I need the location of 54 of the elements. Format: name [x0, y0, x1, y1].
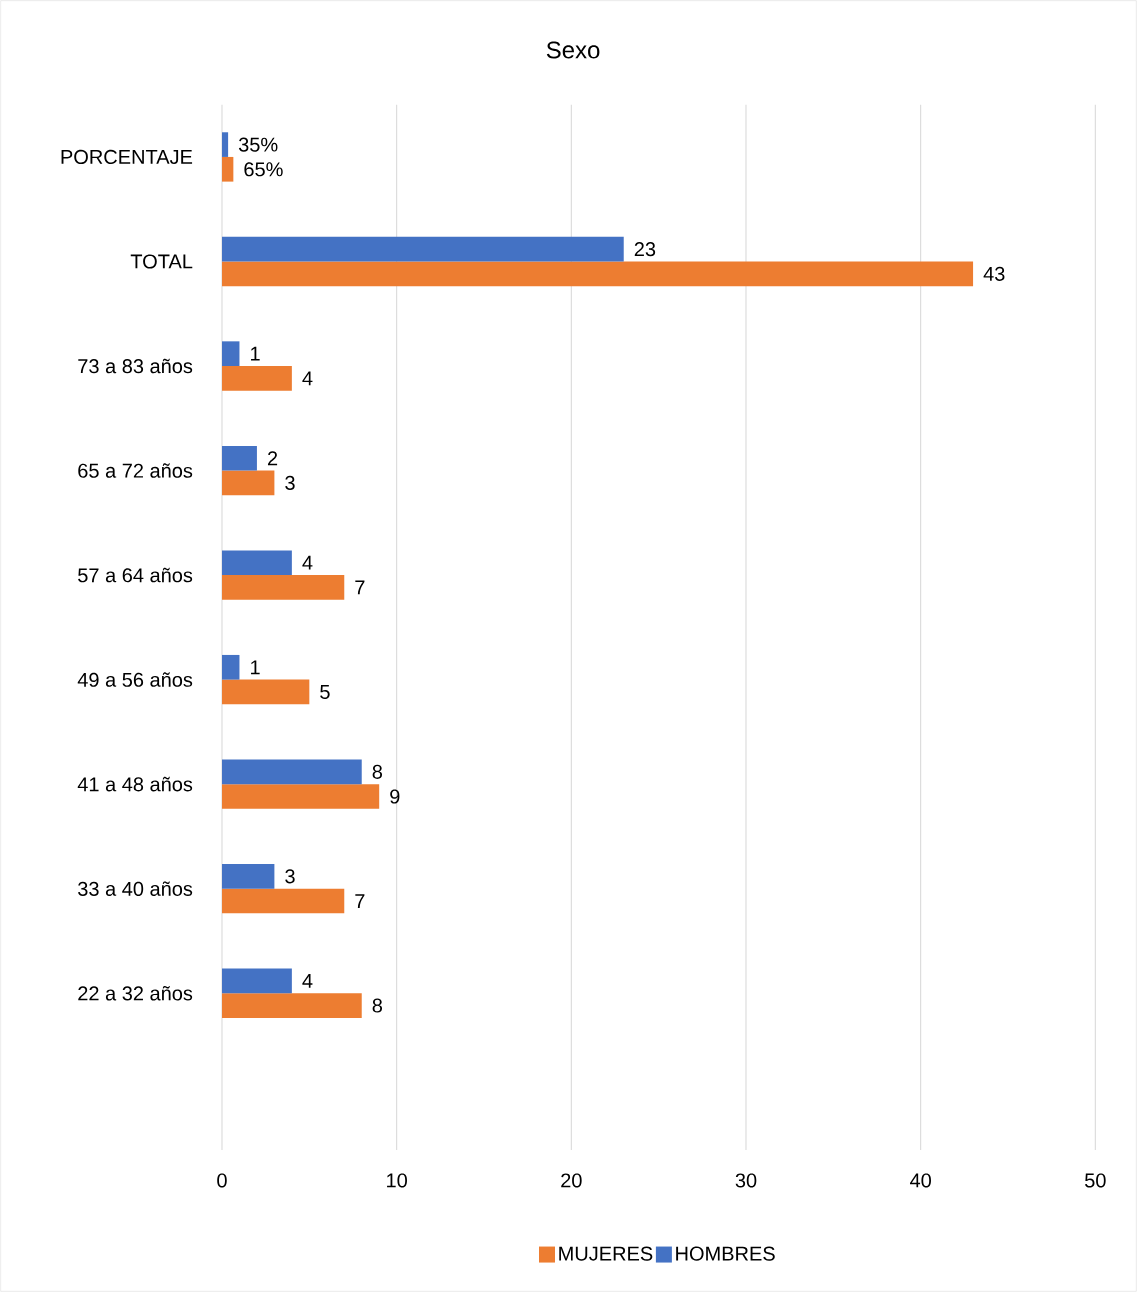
bar — [222, 993, 362, 1018]
x-tick-label: 10 — [387, 1173, 407, 1188]
bar — [222, 550, 292, 576]
bar — [222, 366, 292, 391]
bar — [222, 470, 275, 496]
x-tick-label: 40 — [910, 1173, 931, 1188]
data-label: 3 — [285, 475, 295, 490]
data-label: 2 — [267, 451, 278, 466]
data-label: 43 — [983, 266, 1005, 281]
data-label: 7 — [355, 580, 365, 595]
bar — [222, 968, 292, 994]
y-tick-label: 22 a 32 años — [78, 985, 193, 1001]
y-tick-label: TOTAL — [130, 254, 193, 269]
data-label: 4 — [302, 371, 313, 386]
data-label: 4 — [302, 974, 313, 988]
legend-label: HOMBRES — [676, 1246, 775, 1261]
y-tick-label: 41 a 48 años — [77, 776, 193, 792]
x-tick-label: 0 — [217, 1173, 227, 1188]
data-label: 3 — [285, 869, 295, 884]
data-label: 8 — [372, 998, 383, 1013]
data-label: 35% — [238, 137, 278, 152]
data-label: 1 — [251, 660, 260, 675]
data-label: 23 — [634, 242, 656, 257]
bar — [222, 445, 257, 471]
data-label: 1 — [251, 346, 260, 361]
data-label: 65% — [244, 162, 283, 177]
x-tick-label: 50 — [1085, 1173, 1106, 1188]
bar — [222, 156, 234, 182]
bar — [222, 654, 240, 680]
bar — [222, 759, 362, 785]
y-tick-label: 73 a 83 años — [78, 358, 193, 374]
y-tick-label: PORCENTAJE — [61, 149, 193, 165]
bar — [222, 341, 240, 367]
data-label: 9 — [390, 789, 400, 804]
legend-label: MUJERES — [559, 1246, 653, 1261]
bar — [222, 236, 624, 262]
bar — [222, 784, 380, 809]
bar — [222, 132, 229, 157]
bar — [222, 575, 345, 600]
bar — [222, 888, 345, 914]
chart-title: Sexo — [546, 41, 600, 59]
x-tick-label: 30 — [735, 1173, 757, 1188]
bar — [222, 864, 275, 889]
x-tick-label: 20 — [561, 1173, 582, 1188]
bar — [222, 261, 974, 287]
y-tick-label: 33 a 40 años — [78, 881, 193, 896]
y-tick-label: 49 a 56 años — [77, 672, 193, 687]
data-label: 5 — [320, 684, 330, 699]
data-label: 7 — [355, 894, 365, 908]
data-label: 4 — [302, 555, 313, 570]
data-label: 8 — [372, 764, 383, 779]
y-tick-label: 65 a 72 años — [78, 463, 193, 478]
y-tick-label: 57 a 64 años — [78, 567, 193, 583]
bar — [222, 679, 310, 705]
